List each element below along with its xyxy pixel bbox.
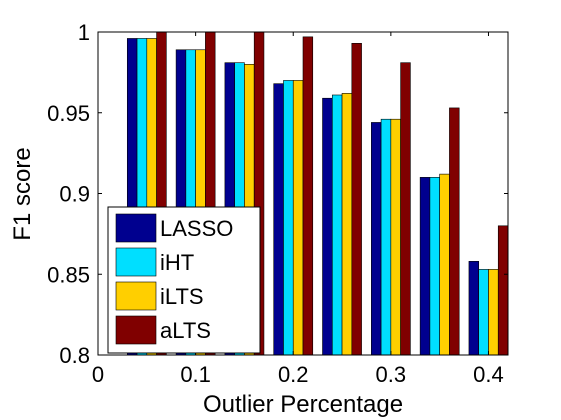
- bar-alts-7: [449, 107, 460, 356]
- bar-alts-8: [497, 225, 509, 356]
- y-tick-label: 0.85: [47, 262, 90, 287]
- bar-lasso-4: [273, 83, 284, 356]
- bar-iht-7: [429, 177, 440, 356]
- x-tick-label: 0: [92, 362, 104, 387]
- legend-label-ilts: iLTS: [160, 284, 204, 309]
- x-axis-ticks: 0 0.1 0.2 0.3 0.4: [92, 32, 504, 387]
- legend-label-lasso: LASSO: [160, 216, 233, 241]
- legend-swatch-ilts: [115, 281, 157, 311]
- y-tick-label: 0.95: [47, 101, 90, 126]
- bar-ilts-7: [439, 173, 450, 356]
- x-tick-label: 0.4: [473, 362, 504, 387]
- bar-lasso-7: [419, 177, 431, 356]
- legend-swatch-iht: [115, 247, 157, 277]
- y-tick-label: 0.9: [59, 182, 90, 207]
- legend-label-alts: aLTS: [160, 318, 211, 343]
- y-axis-ticks: 0.8 0.85 0.9 0.95 1: [47, 20, 508, 368]
- bar-lasso-5: [322, 97, 333, 356]
- bar-iht-4: [283, 80, 294, 356]
- bar-lasso-6: [371, 122, 382, 356]
- bar-iht-5: [331, 94, 343, 356]
- x-tick-label: 0.1: [180, 362, 211, 387]
- bar-iht-6: [380, 118, 392, 356]
- y-tick-label: 0.8: [59, 343, 90, 368]
- x-tick-label: 0.2: [278, 362, 309, 387]
- bar-ilts-8: [488, 269, 499, 356]
- bar-iht-8: [478, 269, 489, 356]
- legend: LASSO iHT iLTS aLTS: [107, 206, 261, 354]
- legend-swatch-alts: [115, 315, 157, 345]
- x-axis-label: Outlier Percentage: [203, 391, 403, 418]
- bar-ilts-4: [292, 80, 304, 356]
- bar-alts-4: [302, 36, 314, 356]
- y-tick-label: 1: [78, 20, 90, 45]
- bar-ilts-6: [390, 118, 401, 356]
- y-axis-label: F1 score: [9, 147, 36, 240]
- bar-ilts-5: [341, 93, 353, 356]
- legend-label-iht: iHT: [160, 250, 194, 275]
- bar-alts-5: [351, 43, 362, 356]
- x-tick-label: 0.3: [376, 362, 407, 387]
- bar-alts-6: [400, 62, 411, 356]
- bar-lasso-8: [468, 261, 480, 356]
- legend-swatch-lasso: [115, 213, 157, 243]
